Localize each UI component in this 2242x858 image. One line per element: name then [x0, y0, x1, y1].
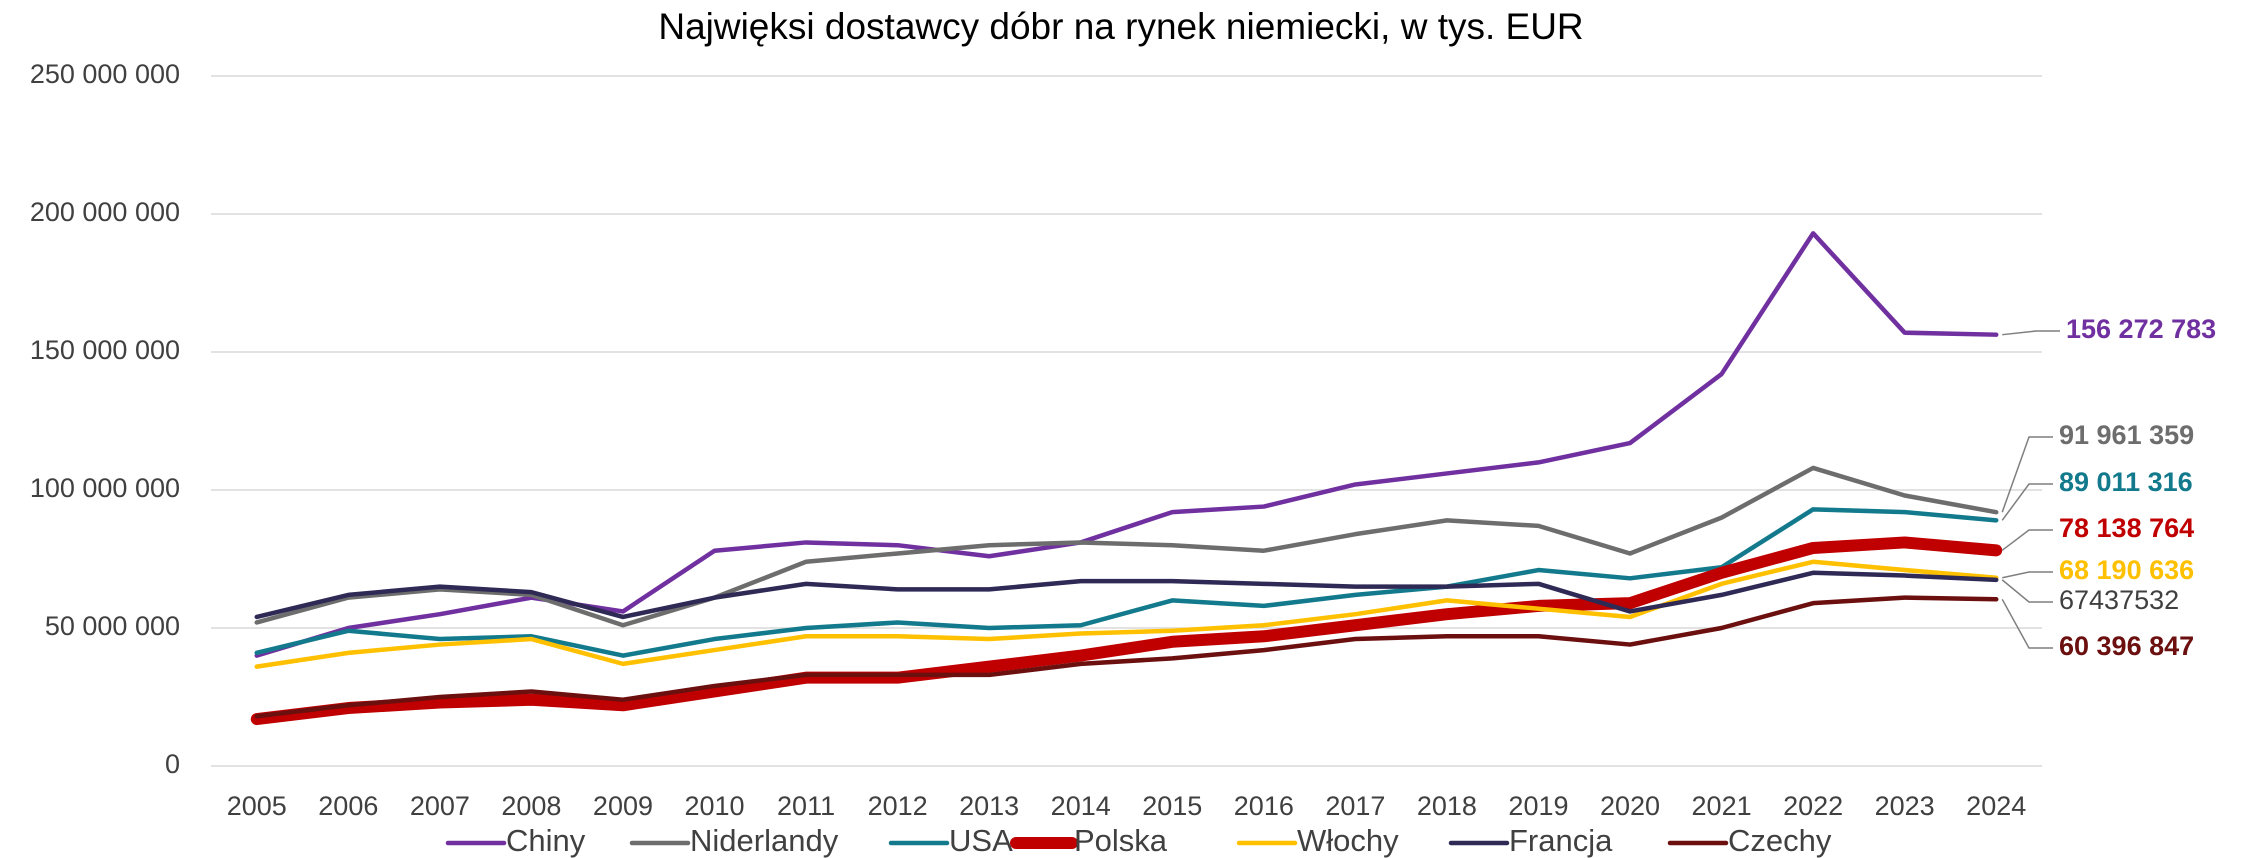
x-tick-label: 2011 [777, 791, 835, 821]
series-line [254, 595, 1999, 719]
y-tick-label: 250 000 000 [30, 59, 180, 89]
x-tick-label: 2017 [1325, 791, 1385, 821]
series-line [254, 570, 1999, 620]
x-tick-label: 2014 [1051, 791, 1111, 821]
leader-line [2002, 330, 2060, 336]
leader-line [2001, 529, 2053, 551]
x-tick-label: 2019 [1508, 791, 1568, 821]
data-label: 68 190 636 [2059, 555, 2194, 585]
leader-line [2001, 579, 2053, 603]
x-tick-label: 2013 [959, 791, 1019, 821]
series-line [254, 559, 1999, 669]
x-tick-label: 2009 [593, 791, 653, 821]
leader-line [2002, 571, 2053, 579]
series-line [254, 507, 1999, 658]
y-tick-label: 0 [165, 749, 180, 779]
data-label: 89 011 316 [2059, 467, 2193, 497]
legend-item: Chiny [445, 823, 586, 858]
x-tick-label: 2016 [1234, 791, 1294, 821]
legend-label: Francja [1509, 823, 1613, 858]
y-tick-label: 100 000 000 [30, 473, 180, 503]
legend-item: Czechy [1667, 823, 1832, 858]
x-tick-label: 2022 [1783, 791, 1843, 821]
x-tick-label: 2006 [318, 791, 378, 821]
x-tick-label: 2018 [1417, 791, 1477, 821]
legend-item: USA [888, 823, 1013, 858]
legend-label: USA [949, 823, 1013, 858]
series-line [254, 465, 1999, 628]
x-tick-label: 2023 [1875, 791, 1935, 821]
data-label: 91 961 359 [2059, 420, 2194, 450]
legend-label: Chiny [506, 823, 586, 858]
x-tick-label: 2015 [1142, 791, 1202, 821]
legend-item: Niderlandy [629, 823, 839, 858]
legend-item: Francja [1448, 823, 1613, 858]
data-label: 78 138 764 [2059, 513, 2194, 543]
legend-item: Polska [1010, 823, 1168, 858]
chart-title: Najwięksi dostawcy dóbr na rynek niemiec… [658, 6, 1583, 47]
x-tick-label: 2020 [1600, 791, 1660, 821]
x-tick-label: 2007 [410, 791, 470, 821]
leader-line [2001, 483, 2053, 521]
x-tick-label: 2005 [227, 791, 287, 821]
x-tick-label: 2012 [868, 791, 928, 821]
series-line [250, 536, 2003, 726]
y-tick-label: 200 000 000 [30, 197, 180, 227]
legend-label: Niderlandy [690, 823, 839, 858]
legend-label: Polska [1074, 823, 1168, 858]
leader-line [2001, 436, 2053, 513]
legend-item: Włochy [1236, 823, 1399, 858]
y-tick-label: 150 000 000 [30, 335, 180, 365]
legend-label: Włochy [1297, 823, 1399, 858]
leader-line [2001, 598, 2053, 649]
data-label: 60 396 847 [2059, 631, 2194, 661]
x-tick-label: 2010 [684, 791, 744, 821]
data-label: 67437532 [2059, 585, 2179, 615]
x-tick-label: 2021 [1692, 791, 1752, 821]
y-tick-label: 50 000 000 [45, 611, 180, 641]
x-tick-label: 2024 [1966, 791, 2026, 821]
x-tick-label: 2008 [501, 791, 561, 821]
legend-label: Czechy [1728, 823, 1832, 858]
data-label: 156 272 783 [2066, 314, 2216, 344]
